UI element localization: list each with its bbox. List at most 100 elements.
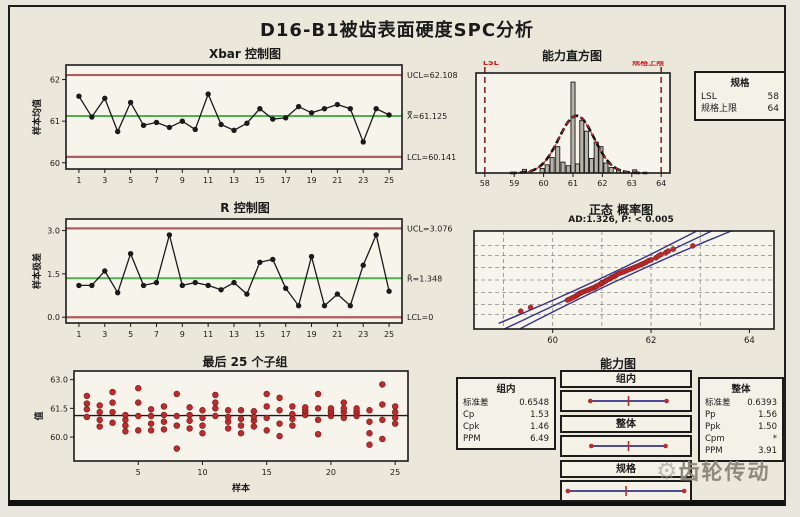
spc-report-frame: D16-B1被齿表面硬度SPC分析 Xbar 控制图 60 61 62 1 3 5 7 9 11…: [8, 5, 786, 506]
within-cpk-value: 1.46: [530, 422, 549, 432]
svg-text:64: 64: [744, 336, 755, 346]
svg-text:23: 23: [358, 176, 368, 185]
svg-text:9: 9: [180, 176, 185, 185]
probability-plot: 60 62 64: [473, 230, 775, 346]
band-overall-label: 整体: [560, 415, 692, 433]
xbar-chart-title: Xbar 控制图: [208, 47, 282, 61]
svg-text:21: 21: [332, 330, 342, 339]
svg-text:13: 13: [229, 330, 239, 339]
svg-text:15: 15: [262, 468, 272, 477]
within-cpk-label: Cpk: [463, 422, 480, 432]
band-specs-interval: [560, 480, 692, 502]
svg-text:值: 值: [33, 411, 45, 420]
panel-normal-probability: 正态 概率图 AD:1.326, P: < 0.005 60 62 64: [458, 201, 784, 353]
spec-row-lsl: LSL 58: [701, 91, 779, 103]
svg-text:1: 1: [76, 330, 81, 339]
svg-text:LSL: LSL: [483, 61, 499, 67]
svg-text:11: 11: [203, 330, 213, 339]
svg-text:60: 60: [547, 336, 558, 346]
spec-usl-label: 规格上限: [701, 104, 738, 114]
svg-text:7: 7: [154, 330, 159, 339]
svg-text:5: 5: [128, 330, 133, 339]
svg-text:13: 13: [229, 176, 239, 185]
histogram-title: 能力直方图: [541, 49, 602, 63]
svg-text:UCL=3.076: UCL=3.076: [407, 224, 453, 233]
svg-text:10: 10: [197, 468, 207, 477]
panel-capability-histogram: 能力直方图 LSL 规格上限 58 59 60 61 62 63 64: [458, 47, 686, 199]
within-cp-value: 1.53: [530, 410, 549, 420]
svg-text:11: 11: [203, 176, 213, 185]
svg-text:62: 62: [646, 336, 657, 346]
overall-ppm-value: 3.91: [758, 446, 777, 456]
band-within-interval: [560, 390, 692, 412]
svg-text:61.5: 61.5: [50, 404, 68, 413]
svg-text:25: 25: [384, 176, 394, 185]
svg-text:LCL=0: LCL=0: [407, 313, 433, 322]
spec-row-usl: 规格上限 64: [701, 103, 779, 115]
svg-text:19: 19: [306, 330, 316, 339]
svg-text:63: 63: [627, 179, 637, 188]
overall-pp-value: 1.56: [758, 410, 777, 420]
probability-ad-statistic: AD:1.326, P: < 0.005: [568, 215, 674, 225]
r-chart-plot: 0.01.53.01 3 5 7 9 11 13 15 17 19 21 23 25UCL=3.076R…: [31, 218, 453, 339]
within-ppm-label: PPM: [463, 434, 481, 444]
overall-cpm-label: Cpm: [705, 434, 725, 444]
svg-text:63.0: 63.0: [50, 376, 68, 385]
svg-text:62: 62: [50, 76, 60, 85]
svg-text:0.0: 0.0: [47, 313, 60, 322]
band-specs-label: 规格: [560, 460, 692, 478]
svg-text:61: 61: [568, 179, 578, 188]
svg-text:17: 17: [281, 176, 291, 185]
within-stats-header: 组内: [496, 384, 516, 395]
svg-text:25: 25: [384, 330, 394, 339]
panel-capability-plot: 能力图 组内 标准差 0.6548 Cp 1.53 Cpk 1.46 PPM 6.49 …: [452, 355, 784, 502]
svg-text:60.0: 60.0: [50, 433, 68, 442]
band-within-label: 组内: [560, 370, 692, 388]
spec-lsl-label: LSL: [701, 92, 717, 102]
svg-text:3: 3: [102, 330, 107, 339]
svg-text:样本: 样本: [232, 482, 251, 494]
svg-text:UCL=62.108: UCL=62.108: [407, 71, 458, 80]
svg-text:样本均值: 样本均值: [31, 99, 43, 135]
svg-text:LCL=60.141: LCL=60.141: [407, 153, 456, 162]
overall-pp-label: Pp: [705, 410, 716, 420]
svg-text:15: 15: [255, 176, 265, 185]
overall-ppk-label: Ppk: [705, 422, 721, 432]
overall-stats-header: 整体: [731, 384, 751, 395]
svg-text:20: 20: [326, 468, 336, 477]
svg-text:60: 60: [539, 179, 549, 188]
spec-box: 规格 LSL 58 规格上限 64: [694, 71, 786, 121]
last25-plot: 60.0 61.5 63.0 5 10 15 20 25 样本 值: [33, 370, 409, 494]
svg-text:X̿=61.125: X̿=61.125: [407, 111, 447, 121]
within-stats-box: 组内 标准差 0.6548 Cp 1.53 Cpk 1.46 PPM 6.49: [456, 377, 556, 450]
within-ppm-value: 6.49: [530, 434, 549, 444]
spec-lsl-value: 58: [767, 92, 779, 102]
overall-stddev-label: 标准差: [705, 398, 731, 408]
overall-stats-box: 整体 标准差 0.6393 Pp 1.56 Ppk 1.50 Cpm * PPM 3.91: [698, 377, 784, 462]
svg-text:3: 3: [102, 176, 107, 185]
last25-title: 最后 25 个子组: [202, 355, 288, 369]
panel-xbar-chart: Xbar 控制图 60 61 62 1 3 5 7 9 11 13 15 17 19 21 23 25 UCL=…: [30, 45, 460, 197]
svg-text:R̄=1.348: R̄=1.348: [407, 273, 442, 283]
within-stddev-label: 标准差: [463, 398, 489, 408]
svg-text:1.5: 1.5: [47, 270, 60, 279]
overall-cpm-value: *: [772, 434, 777, 444]
svg-text:21: 21: [332, 176, 342, 185]
band-overall-interval: [560, 435, 692, 457]
svg-text:17: 17: [281, 330, 291, 339]
spec-usl-value: 64: [767, 104, 779, 114]
within-cp-label: Cp: [463, 410, 475, 420]
histogram-plot: LSL 规格上限 58 59 60 61 62 63 64: [475, 61, 671, 188]
svg-text:9: 9: [180, 330, 185, 339]
capability-title: 能力图: [599, 357, 636, 371]
svg-text:60: 60: [50, 159, 60, 168]
overall-ppm-label: PPM: [705, 446, 723, 456]
svg-text:规格上限: 规格上限: [632, 61, 664, 67]
page-title: D16-B1被齿表面硬度SPC分析: [259, 20, 535, 41]
svg-text:25: 25: [390, 468, 400, 477]
svg-text:59: 59: [509, 179, 519, 188]
svg-text:58: 58: [480, 179, 490, 188]
svg-text:7: 7: [154, 176, 159, 185]
svg-text:62: 62: [597, 179, 607, 188]
svg-text:5: 5: [136, 468, 141, 477]
